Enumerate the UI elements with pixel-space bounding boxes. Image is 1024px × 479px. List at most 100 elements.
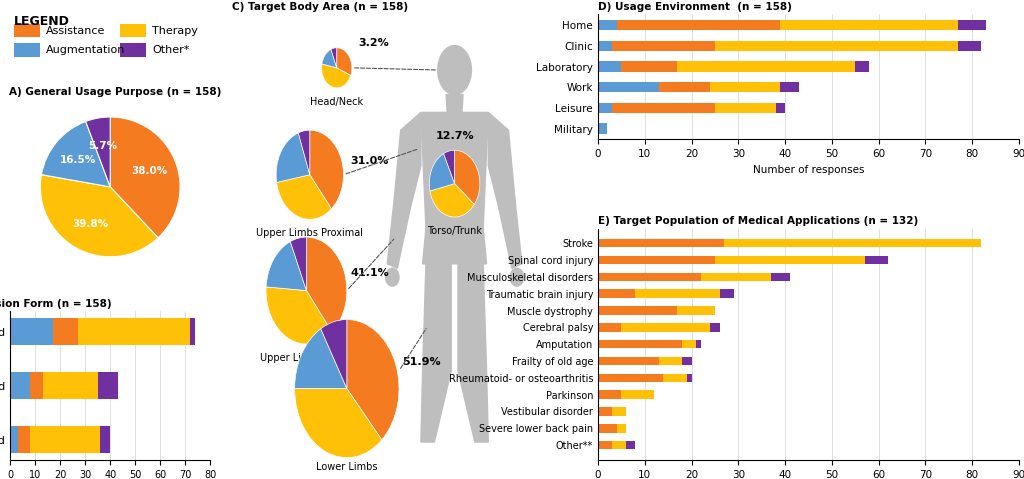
Bar bbox=[616, 20, 780, 30]
Bar bbox=[598, 289, 635, 298]
Text: LEGEND: LEGEND bbox=[14, 15, 70, 28]
Wedge shape bbox=[86, 117, 111, 187]
Text: Assistance: Assistance bbox=[46, 26, 105, 36]
Bar bbox=[776, 103, 785, 113]
Text: 3.2%: 3.2% bbox=[358, 38, 389, 48]
Bar bbox=[864, 256, 888, 264]
Text: B) Supervision Form (n = 158): B) Supervision Form (n = 158) bbox=[0, 299, 112, 309]
Bar bbox=[598, 323, 622, 331]
Bar bbox=[598, 124, 607, 134]
Polygon shape bbox=[387, 202, 411, 268]
Bar bbox=[31, 426, 100, 453]
Bar bbox=[14, 24, 40, 37]
Bar bbox=[598, 407, 612, 416]
Bar bbox=[687, 374, 691, 382]
Bar bbox=[612, 103, 715, 113]
Ellipse shape bbox=[437, 46, 471, 94]
Bar bbox=[598, 357, 658, 365]
Wedge shape bbox=[291, 237, 306, 291]
Bar bbox=[10, 372, 31, 399]
Bar bbox=[715, 103, 776, 113]
Polygon shape bbox=[421, 264, 452, 442]
Text: Lower Limbs: Lower Limbs bbox=[316, 462, 378, 472]
Text: 12.7%: 12.7% bbox=[435, 131, 474, 141]
Bar bbox=[724, 239, 981, 248]
Bar bbox=[598, 82, 658, 92]
Text: Upper Limbs Proximal: Upper Limbs Proximal bbox=[256, 228, 364, 238]
Bar bbox=[10, 426, 17, 453]
Bar bbox=[622, 390, 654, 399]
Bar bbox=[598, 424, 616, 433]
Bar bbox=[622, 61, 678, 72]
Text: Augmentation: Augmentation bbox=[46, 45, 126, 55]
Bar bbox=[622, 323, 711, 331]
Wedge shape bbox=[443, 150, 455, 183]
Bar bbox=[958, 41, 981, 51]
Wedge shape bbox=[322, 64, 351, 88]
Bar bbox=[720, 289, 733, 298]
Text: C) Target Body Area (n = 158): C) Target Body Area (n = 158) bbox=[232, 2, 409, 12]
Bar bbox=[120, 24, 146, 37]
Text: 41.1%: 41.1% bbox=[350, 268, 389, 278]
Wedge shape bbox=[347, 319, 399, 440]
Bar bbox=[700, 273, 771, 281]
Ellipse shape bbox=[386, 268, 399, 286]
Bar bbox=[120, 43, 146, 57]
Text: 16.5%: 16.5% bbox=[59, 155, 96, 165]
Wedge shape bbox=[322, 49, 337, 68]
Text: Upper Limbs Distal: Upper Limbs Distal bbox=[260, 353, 353, 363]
Bar bbox=[711, 82, 780, 92]
Text: 5.7%: 5.7% bbox=[88, 141, 118, 150]
Polygon shape bbox=[488, 113, 515, 206]
Wedge shape bbox=[295, 329, 347, 388]
Bar bbox=[100, 426, 111, 453]
Bar bbox=[78, 318, 190, 345]
Bar bbox=[598, 256, 715, 264]
Bar bbox=[958, 20, 986, 30]
Bar bbox=[598, 340, 682, 348]
Text: Other*: Other* bbox=[153, 45, 189, 55]
Bar bbox=[696, 340, 700, 348]
Bar bbox=[612, 41, 715, 51]
Bar bbox=[658, 357, 682, 365]
Wedge shape bbox=[337, 48, 352, 76]
Bar bbox=[598, 103, 612, 113]
X-axis label: Number of responses: Number of responses bbox=[753, 165, 864, 175]
Bar bbox=[97, 372, 118, 399]
Bar bbox=[598, 374, 664, 382]
Wedge shape bbox=[455, 150, 480, 205]
Bar bbox=[682, 357, 691, 365]
Text: Head/Neck: Head/Neck bbox=[310, 97, 364, 107]
Wedge shape bbox=[298, 130, 310, 175]
Wedge shape bbox=[276, 133, 310, 182]
Bar bbox=[31, 372, 43, 399]
Polygon shape bbox=[423, 228, 486, 264]
Wedge shape bbox=[41, 122, 111, 187]
Polygon shape bbox=[394, 113, 421, 206]
Bar bbox=[855, 61, 869, 72]
Polygon shape bbox=[458, 264, 488, 442]
Text: A) General Usage Purpose (n = 158): A) General Usage Purpose (n = 158) bbox=[9, 87, 221, 97]
Text: 51.9%: 51.9% bbox=[402, 357, 441, 367]
Bar bbox=[715, 256, 864, 264]
Text: E) Target Population of Medical Applications (n = 132): E) Target Population of Medical Applicat… bbox=[598, 217, 919, 227]
Bar bbox=[598, 273, 700, 281]
Text: 39.8%: 39.8% bbox=[72, 219, 109, 229]
Bar bbox=[598, 390, 622, 399]
Bar bbox=[43, 372, 97, 399]
Wedge shape bbox=[310, 130, 343, 209]
Bar bbox=[598, 20, 616, 30]
Bar bbox=[715, 41, 958, 51]
Bar bbox=[711, 323, 720, 331]
Polygon shape bbox=[499, 202, 522, 268]
Bar bbox=[598, 41, 612, 51]
Bar bbox=[598, 61, 622, 72]
Bar bbox=[771, 273, 790, 281]
Bar bbox=[658, 82, 711, 92]
Bar bbox=[190, 318, 196, 345]
Bar bbox=[598, 306, 678, 315]
Bar bbox=[612, 407, 626, 416]
Wedge shape bbox=[295, 388, 382, 457]
Wedge shape bbox=[331, 48, 337, 68]
Wedge shape bbox=[430, 183, 474, 217]
